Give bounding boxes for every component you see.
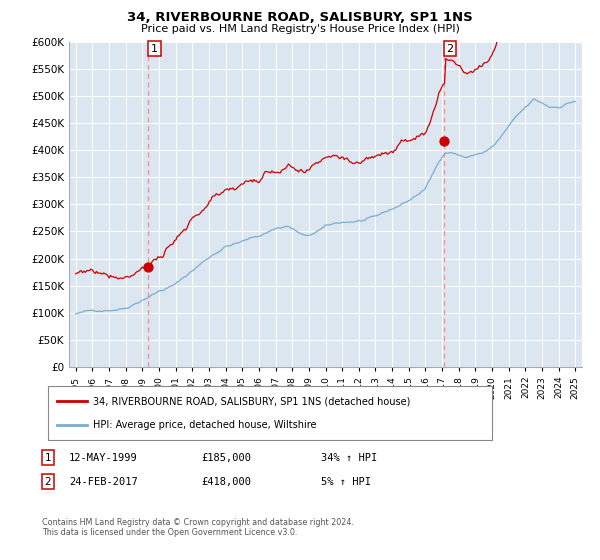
Text: 2: 2 <box>446 44 454 54</box>
Text: 1: 1 <box>151 44 158 54</box>
Text: £185,000: £185,000 <box>201 452 251 463</box>
Text: 12-MAY-1999: 12-MAY-1999 <box>69 452 138 463</box>
Text: 34, RIVERBOURNE ROAD, SALISBURY, SP1 1NS: 34, RIVERBOURNE ROAD, SALISBURY, SP1 1NS <box>127 11 473 24</box>
Text: £418,000: £418,000 <box>201 477 251 487</box>
Text: 1: 1 <box>44 452 52 463</box>
Text: 24-FEB-2017: 24-FEB-2017 <box>69 477 138 487</box>
Text: 34% ↑ HPI: 34% ↑ HPI <box>321 452 377 463</box>
Point <box>439 136 449 145</box>
Text: HPI: Average price, detached house, Wiltshire: HPI: Average price, detached house, Wilt… <box>93 419 317 430</box>
Text: 34, RIVERBOURNE ROAD, SALISBURY, SP1 1NS (detached house): 34, RIVERBOURNE ROAD, SALISBURY, SP1 1NS… <box>93 396 410 407</box>
Text: Contains HM Land Registry data © Crown copyright and database right 2024.
This d: Contains HM Land Registry data © Crown c… <box>42 518 354 538</box>
Text: 2: 2 <box>44 477 52 487</box>
Point <box>143 262 153 271</box>
Text: 5% ↑ HPI: 5% ↑ HPI <box>321 477 371 487</box>
Text: Price paid vs. HM Land Registry's House Price Index (HPI): Price paid vs. HM Land Registry's House … <box>140 24 460 34</box>
